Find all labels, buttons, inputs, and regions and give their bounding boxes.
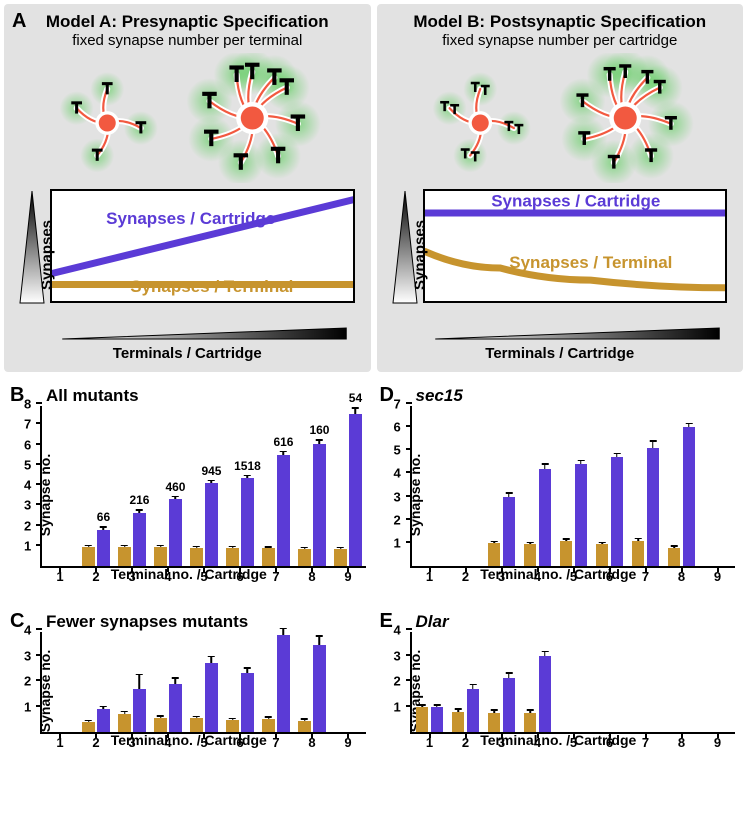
- bar-purple: [349, 414, 362, 566]
- bars-area: 1234123456789: [40, 632, 366, 734]
- bar-tan: [226, 548, 239, 566]
- chart-title: Dlar: [416, 612, 449, 632]
- bar-tan: [632, 541, 645, 566]
- bar-tan: [488, 713, 501, 732]
- n-label: 616: [273, 435, 293, 449]
- bar-purple: [539, 469, 552, 566]
- bar-tan: [416, 707, 429, 733]
- panel-a-left: A Model A: Presynaptic Specification fix…: [4, 4, 371, 372]
- bar-purple: [539, 656, 552, 733]
- bar-tan: [262, 719, 275, 732]
- n-label: 1518: [234, 459, 261, 473]
- ylabel: Synapses: [39, 220, 56, 290]
- ylabel: Synapses: [411, 220, 428, 290]
- bar-purple: [97, 530, 110, 566]
- bar-purple: [575, 464, 588, 566]
- bar-tan: [668, 548, 681, 567]
- n-label: 66: [97, 510, 110, 524]
- bar-tan: [226, 720, 239, 732]
- bar-purple: [169, 499, 182, 566]
- bar-purple: [277, 635, 290, 732]
- bar-tan: [118, 547, 131, 566]
- bar-purple: [683, 427, 696, 566]
- bar-grid: B All mutants Synapse no. 12345678126632…: [0, 376, 747, 776]
- bar-purple: [241, 673, 254, 732]
- bar-purple: [611, 457, 624, 566]
- bar-purple: [205, 663, 218, 732]
- panel-label: E: [380, 610, 393, 633]
- model-b-plot: Synapses / CartridgeSynapses / Terminal …: [387, 185, 734, 325]
- panel-label: B: [10, 384, 24, 407]
- bars-area: 1234567123456789: [410, 406, 736, 568]
- bar-purple: [241, 478, 254, 566]
- bar-tan: [82, 722, 95, 732]
- bar-tan: [298, 721, 311, 732]
- chart-e: E Dlar Synapse no. 1234123456789 Termina…: [378, 610, 740, 772]
- model-b-neurons: [387, 53, 734, 183]
- n-label: 945: [201, 464, 221, 478]
- bar-tan: [82, 547, 95, 566]
- model-a-sub: fixed synapse number per terminal: [14, 32, 361, 49]
- bar-purple: [503, 497, 516, 566]
- bar-purple: [169, 684, 182, 732]
- bar-tan: [154, 718, 167, 732]
- svg-text:Synapses / Cartridge: Synapses / Cartridge: [106, 209, 275, 228]
- panel-a-row: A Model A: Presynaptic Specification fix…: [0, 0, 747, 376]
- bar-purple: [277, 455, 290, 566]
- panel-label: D: [380, 384, 394, 407]
- panel-a-label: A: [12, 10, 26, 33]
- bar-tan: [262, 548, 275, 566]
- model-b-title: Model B: Postsynaptic Specification: [387, 12, 734, 32]
- panel-a-right: Model B: Postsynaptic Specification fixe…: [377, 4, 744, 372]
- bar-purple: [431, 707, 444, 733]
- bar-tan: [452, 712, 465, 732]
- chart-title: All mutants: [46, 386, 139, 406]
- bar-tan: [488, 543, 501, 566]
- bar-purple: [313, 444, 326, 567]
- chart-title: Fewer synapses mutants: [46, 612, 248, 632]
- bar-tan: [334, 549, 347, 566]
- panel-label: C: [10, 610, 24, 633]
- bar-tan: [298, 549, 311, 566]
- bar-purple: [133, 513, 146, 566]
- bar-purple: [467, 689, 480, 732]
- figure: A Model A: Presynaptic Specification fix…: [0, 0, 747, 776]
- svg-text:Synapses / Terminal: Synapses / Terminal: [130, 277, 293, 296]
- svg-text:Synapses / Terminal: Synapses / Terminal: [509, 253, 672, 272]
- n-label: 460: [165, 480, 185, 494]
- n-label: 54: [349, 391, 362, 405]
- bar-tan: [596, 544, 609, 566]
- bar-purple: [313, 645, 326, 732]
- bar-tan: [118, 714, 131, 732]
- bars-area: 1234123456789: [410, 632, 736, 734]
- model-a-neurons: [14, 53, 361, 183]
- chart-b: B All mutants Synapse no. 12345678126632…: [8, 384, 370, 606]
- n-label: 160: [309, 423, 329, 437]
- bar-tan: [524, 544, 537, 566]
- bar-tan: [190, 548, 203, 566]
- bar-purple: [97, 709, 110, 732]
- bar-tan: [524, 713, 537, 732]
- model-a-plot: Synapses / CartridgeSynapses / Terminal …: [14, 185, 361, 325]
- chart-c: C Fewer synapses mutants Synapse no. 123…: [8, 610, 370, 772]
- chart-d: D sec15 Synapse no. 1234567123456789 Ter…: [378, 384, 740, 606]
- n-label: 216: [129, 493, 149, 507]
- bar-tan: [154, 547, 167, 566]
- svg-text:Synapses / Cartridge: Synapses / Cartridge: [491, 191, 660, 210]
- bar-purple: [503, 678, 516, 732]
- xlabel: Terminals / Cartridge: [387, 345, 734, 362]
- bar-purple: [133, 689, 146, 732]
- bars-area: 1234567812663216446059456151876168160954: [40, 406, 366, 568]
- bar-tan: [190, 718, 203, 732]
- bar-purple: [205, 483, 218, 566]
- bar-tan: [560, 541, 573, 566]
- xlabel: Terminals / Cartridge: [14, 345, 361, 362]
- model-a-title: Model A: Presynaptic Specification: [14, 12, 361, 32]
- bar-purple: [647, 448, 660, 566]
- chart-title: sec15: [416, 386, 463, 406]
- model-b-sub: fixed synapse number per cartridge: [387, 32, 734, 49]
